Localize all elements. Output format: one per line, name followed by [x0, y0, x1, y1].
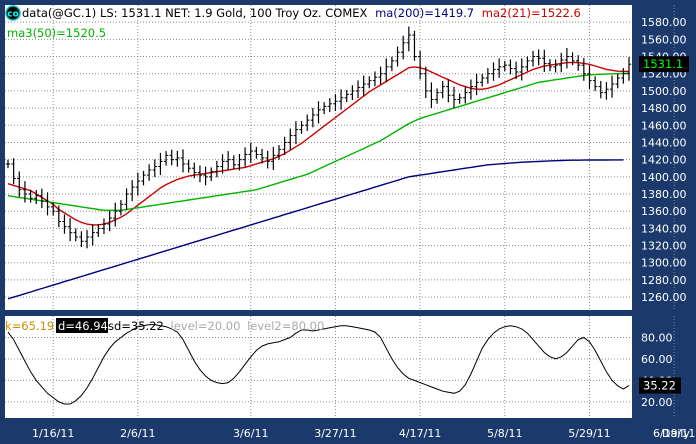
svg-text:sd=35.22 level=20.00: sd=35.22 level=20.00 level2=80.00 — [108, 319, 324, 333]
level2-label: level2=80.00 — [247, 319, 324, 333]
svg-text:k=65.19: k=65.19 — [5, 319, 54, 333]
ma50-line — [7, 72, 630, 212]
stoch-last-tag — [639, 377, 681, 394]
x-tick-label: 1/16/11 — [32, 427, 74, 440]
stoch-tick-label: 80.00 — [641, 331, 673, 344]
price-tick-label: 1480.00 — [641, 102, 687, 115]
k-label: k=65.19 — [5, 319, 54, 333]
stochastic-lines — [7, 324, 630, 405]
chart-badge-text: co — [7, 10, 19, 20]
price-tick-label: 1260.00 — [641, 291, 687, 304]
chart-badge-icon[interactable] — [5, 5, 21, 21]
price-panel — [5, 5, 632, 310]
price-bars — [5, 26, 632, 249]
price-tick-label: 1280.00 — [641, 274, 687, 287]
ma200-line — [7, 159, 624, 300]
x-tick-label: 5/29/11 — [568, 427, 610, 440]
d-label: d=46.94 — [58, 319, 108, 333]
ma21-label: ma2(21)=1522.6 — [482, 6, 581, 20]
level1-label: level=20.00 — [171, 319, 241, 333]
price-tick-label: 1420.00 — [641, 154, 687, 167]
price-tick-label: 1400.00 — [641, 171, 687, 184]
last-price-tag — [639, 56, 689, 73]
price-tick-label: 1380.00 — [641, 188, 687, 201]
symbol-info: data(@GC.1) LS: 1531.1 NET: 1.9 Gold, 10… — [22, 6, 368, 20]
x-tick-label: 3/27/11 — [314, 427, 356, 440]
x-tick-label: 6/19/11 — [653, 427, 695, 440]
price-tick-label: 1360.00 — [641, 205, 687, 218]
ma50-label: ma3(50)=1520.5 — [7, 26, 106, 40]
sd-label: sd=35.22 — [108, 319, 164, 333]
stoch-tick-label: 60.00 — [641, 353, 673, 366]
svg-text:data(@GC.1) LS: 1531.1 NET: 1: data(@GC.1) LS: 1531.1 NET: 1.9 Gold, 10… — [22, 6, 581, 20]
sd-line — [7, 324, 630, 405]
price-tick-label: 1560.00 — [641, 33, 687, 46]
x-tick-label: 5/8/11 — [487, 427, 522, 440]
price-grid — [5, 5, 675, 310]
price-tick-label: 1340.00 — [641, 222, 687, 235]
price-y-axis: 1260.00 1280.00 1300.00 1320.00 1340.00 1360.… — [639, 16, 689, 304]
price-tick-label: 1500.00 — [641, 85, 687, 98]
d-label-box — [56, 318, 108, 333]
x-tick-label: 3/6/11 — [233, 427, 268, 440]
price-tick-label: 1580.00 — [641, 16, 687, 29]
last-price-value: 1531.1 — [643, 57, 683, 71]
period-label: Daily — [662, 427, 690, 440]
x-tick-label: 4/17/11 — [399, 427, 441, 440]
stoch-last-value: 35.22 — [643, 379, 676, 393]
price-tick-label: 1300.00 — [641, 257, 687, 270]
price-tick-label: 1460.00 — [641, 119, 687, 132]
stochastic-grid — [5, 316, 675, 418]
stoch-tick-label: 20.00 — [641, 396, 673, 409]
x-tick-label: 2/6/11 — [120, 427, 155, 440]
date-x-axis: 1/16/11 2/6/11 3/6/11 3/27/11 4/17/11 5/8/11 5… — [32, 427, 695, 440]
stochastic-header: k=65.19 d=46.94 sd=35.22 level=20.00 lev… — [5, 318, 324, 333]
price-moving-averages — [7, 61, 630, 300]
price-tick-label: 1440.00 — [641, 136, 687, 149]
ma200-label: ma(200)=1419.7 — [375, 6, 474, 20]
price-tick-label: 1320.00 — [641, 240, 687, 253]
ma21-line — [7, 61, 630, 226]
chart-header: co data(@GC.1) LS: 1531.1 NET: 1.9 Gold,… — [5, 5, 581, 40]
